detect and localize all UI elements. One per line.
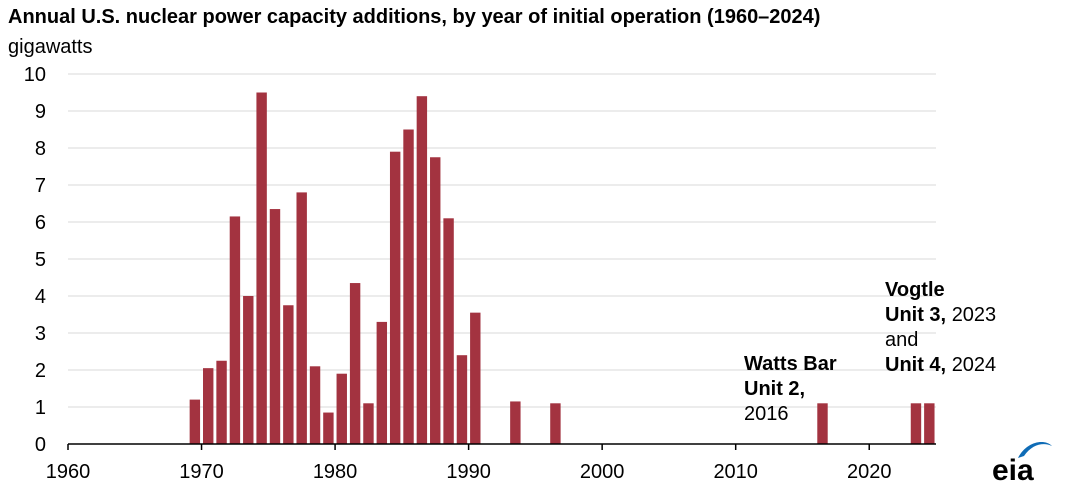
annotation-vogtle-line1: Vogtle [885, 279, 945, 301]
x-tick-labels: 1960 1970 1980 1990 2000 2010 2020 [46, 461, 892, 483]
bar-1971 [216, 360, 227, 444]
y-tick-labels: 0 1 2 3 4 5 6 7 8 9 10 [24, 64, 46, 456]
y-tick-label-7: 7 [35, 175, 46, 197]
bar-1996 [550, 403, 561, 444]
bar-1984 [389, 151, 401, 444]
annotation-watts-bar-line2: Unit 2, [744, 378, 806, 400]
bar-1969 [189, 399, 201, 444]
bar-1989 [456, 355, 468, 444]
annotation-vogtle-unit4: Unit 4, [885, 354, 947, 376]
bar-1990 [470, 312, 481, 444]
annotation-vogtle-and: and [885, 329, 919, 351]
bar-1979 [323, 412, 334, 444]
eia-logo-swoosh-icon [1018, 442, 1052, 458]
bar-1970 [203, 368, 214, 444]
x-tick-label-1960: 1960 [46, 461, 91, 483]
annotation-watts-bar-line3: 2016 [744, 403, 789, 425]
y-tick-label-0: 0 [35, 434, 46, 456]
bar-1993 [510, 401, 521, 444]
bar-2023 [910, 403, 922, 444]
x-tick-label-1990: 1990 [446, 461, 491, 483]
eia-logo-text: eia [992, 454, 1034, 487]
bar-1973 [243, 296, 254, 444]
x-tick-label-2020: 2020 [847, 461, 892, 483]
x-tick-label-1980: 1980 [313, 461, 358, 483]
bar-1977 [296, 192, 307, 444]
y-tick-label-6: 6 [35, 212, 46, 234]
bar-2016 [817, 403, 828, 444]
y-tick-label-1: 1 [35, 397, 46, 419]
bar-1988 [443, 218, 454, 444]
bar-1982 [363, 403, 374, 444]
y-tick-label-10: 10 [24, 64, 46, 86]
bar-1981 [349, 283, 361, 444]
bar-2024 [924, 403, 935, 444]
y-tick-label-3: 3 [35, 323, 46, 345]
bar-1987 [430, 157, 441, 444]
bar-1980 [336, 373, 347, 444]
bar-1985 [403, 129, 414, 444]
bars [189, 92, 935, 444]
y-tick-label-8: 8 [35, 138, 46, 160]
eia-logo: eia [992, 442, 1052, 487]
axes [67, 443, 936, 450]
bar-1974 [256, 92, 267, 444]
bar-1972 [229, 216, 241, 444]
annotation-vogtle: Vogtle Unit 3, 2023 and Unit 4, 2024 [885, 278, 996, 378]
x-tick-label-2010: 2010 [713, 461, 758, 483]
annotation-vogtle-year4: 2024 [951, 354, 997, 376]
x-tick-label-1970: 1970 [179, 461, 224, 483]
y-tick-label-4: 4 [35, 286, 46, 308]
y-tick-label-2: 2 [35, 360, 46, 382]
bar-1986 [416, 96, 428, 444]
bar-1983 [376, 321, 388, 444]
bar-1975 [269, 209, 281, 444]
chart-title: Annual U.S. nuclear power capacity addit… [8, 6, 821, 28]
annotation-watts-bar: Watts Bar Unit 2, 2016 [744, 352, 837, 427]
y-tick-label-9: 9 [35, 101, 46, 123]
annotation-watts-bar-line1: Watts Bar [744, 353, 837, 375]
bar-1978 [309, 366, 321, 444]
y-axis-unit-label: gigawatts [8, 36, 93, 58]
annotation-vogtle-year3: 2023 [951, 304, 997, 326]
y-tick-label-5: 5 [35, 249, 46, 271]
x-tick-label-2000: 2000 [580, 461, 625, 483]
annotation-vogtle-unit3: Unit 3, [885, 304, 947, 326]
bar-1976 [283, 305, 294, 444]
